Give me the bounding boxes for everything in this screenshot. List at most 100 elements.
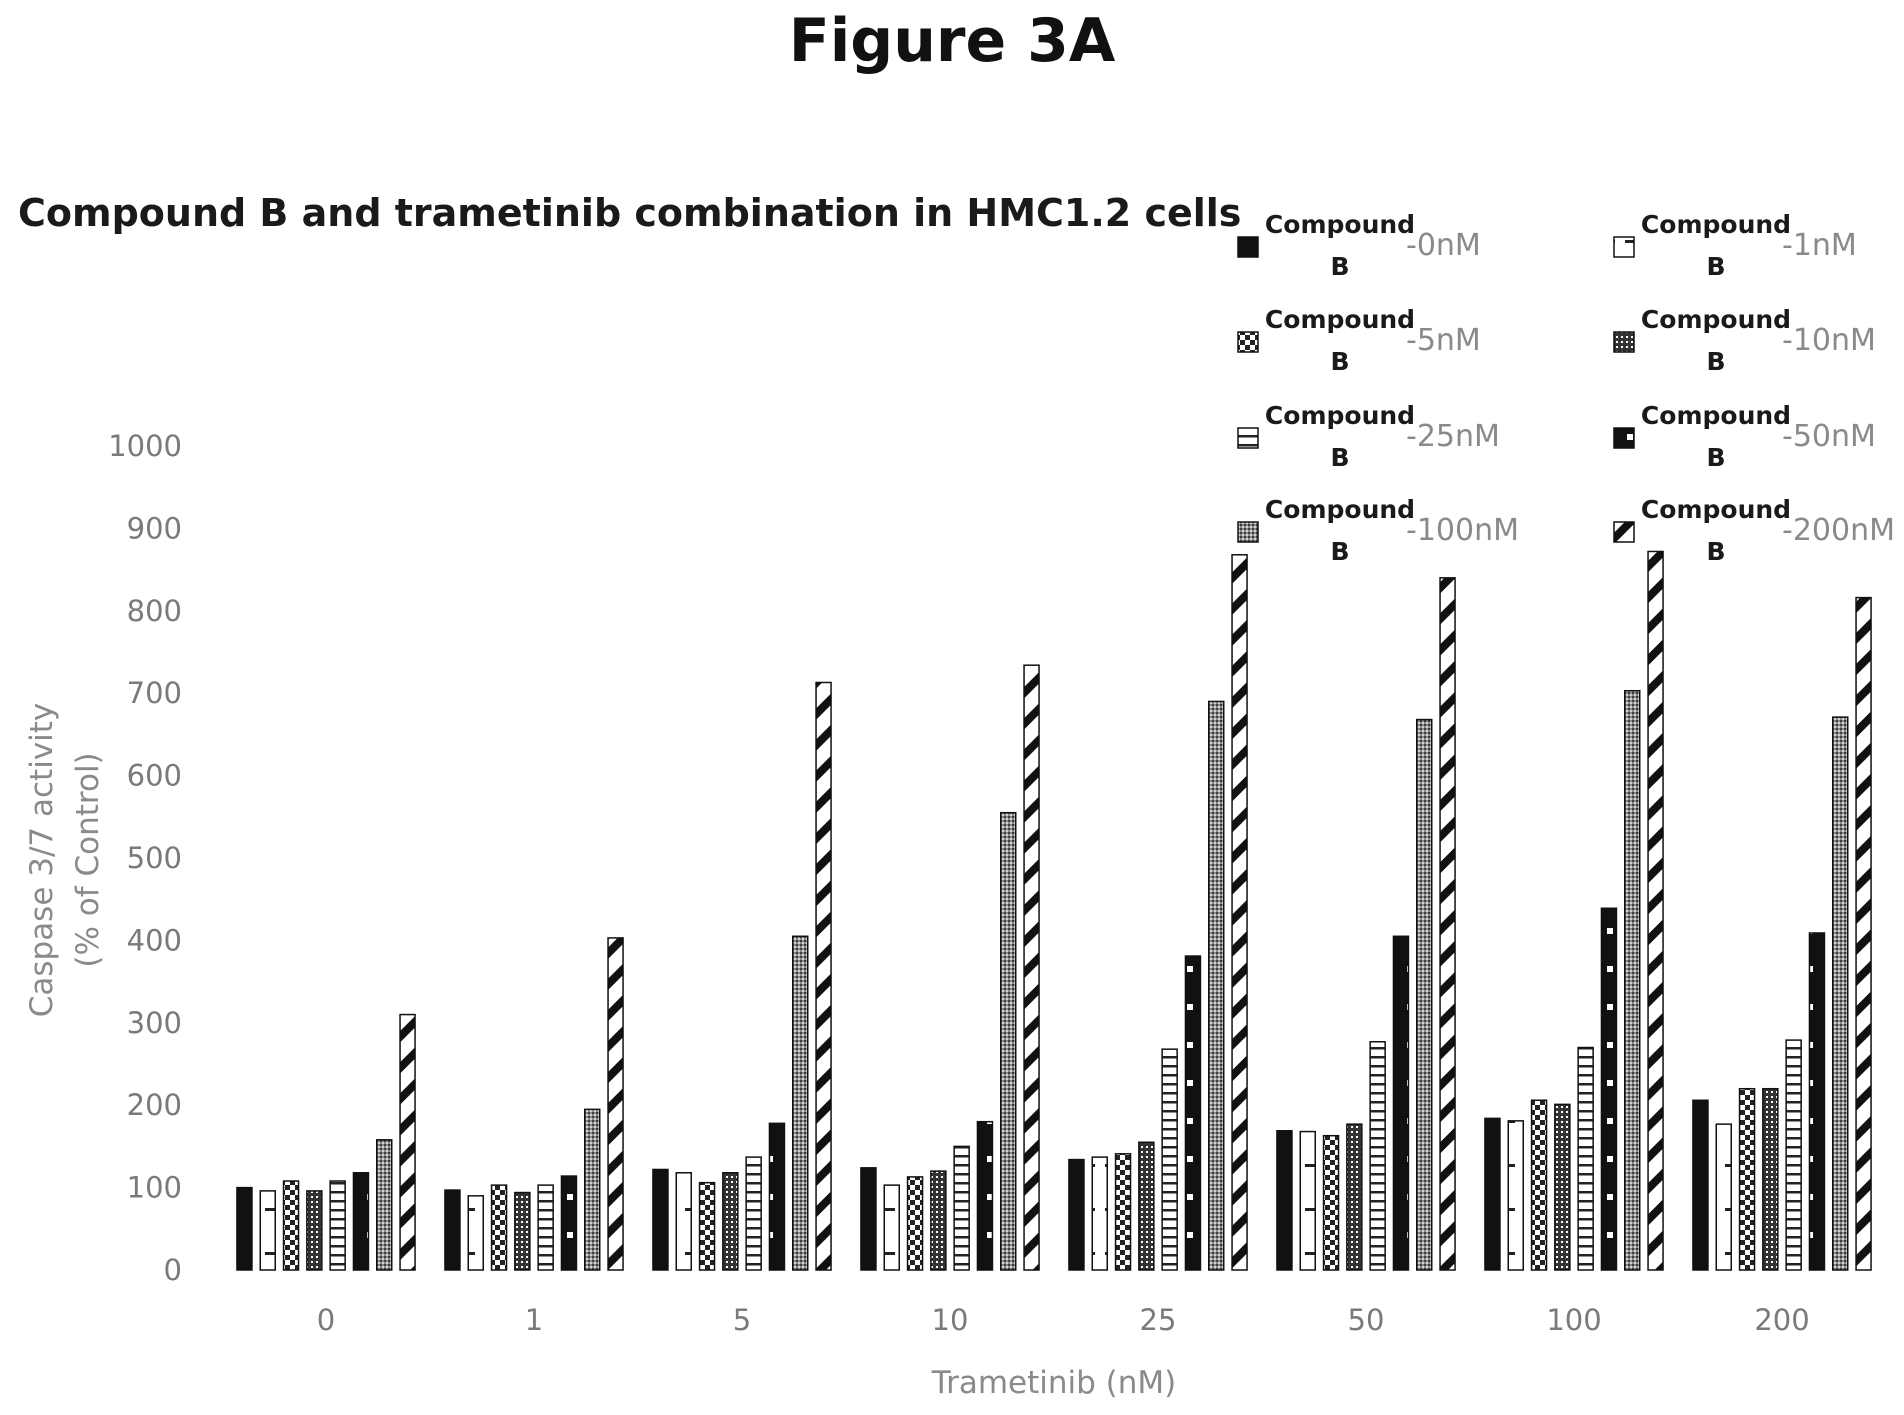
- chart-title: Compound B and trametinib combination in…: [18, 191, 1241, 235]
- x-tick-label: 5: [733, 1303, 751, 1337]
- bar: [675, 1172, 692, 1271]
- bar: [1762, 1087, 1779, 1271]
- y-axis-label-line2: (% of Control): [70, 752, 106, 967]
- bar: [1554, 1103, 1571, 1271]
- bar: [560, 1175, 578, 1271]
- bar: [444, 1189, 461, 1271]
- x-tick-label: 1: [525, 1303, 543, 1337]
- bar: [1023, 664, 1040, 1271]
- legend-name: Compound: [1641, 305, 1791, 334]
- bar: [1138, 1141, 1155, 1271]
- bar: [306, 1190, 323, 1271]
- x-tick-label: 50: [1348, 1303, 1385, 1337]
- legend-name-line2: B: [1706, 443, 1725, 472]
- y-axis-ticks: 0 100 200 300 400 500 600 700 800 900 1000: [108, 429, 182, 1287]
- x-tick-label: 100: [1546, 1303, 1601, 1337]
- x-tick-label: 10: [932, 1303, 969, 1337]
- bar: [376, 1139, 393, 1271]
- bar: [652, 1168, 669, 1271]
- bar: [698, 1181, 716, 1271]
- bar: [1416, 718, 1433, 1271]
- legend-dose: -200nM: [1782, 513, 1895, 548]
- bar: [1808, 932, 1826, 1271]
- y-tick-label: 0: [164, 1253, 182, 1287]
- bar: [584, 1108, 601, 1271]
- legend-name-line2: B: [1330, 443, 1349, 472]
- y-tick-label: 1000: [108, 429, 182, 463]
- bar: [860, 1167, 877, 1271]
- bar: [792, 935, 809, 1271]
- x-axis-ticks: 0 1 5 10 25 50 100 200: [317, 1303, 1810, 1337]
- bar: [399, 1013, 416, 1271]
- bar: [1346, 1123, 1363, 1271]
- x-tick-label: 25: [1140, 1303, 1177, 1337]
- bar: [467, 1195, 484, 1271]
- bar: [1392, 935, 1410, 1271]
- legend-swatch: [1613, 521, 1635, 543]
- bar: [930, 1170, 947, 1271]
- bars: [236, 550, 1872, 1271]
- bar: [1208, 700, 1225, 1271]
- bar: [1000, 811, 1017, 1271]
- bar: [1299, 1130, 1316, 1271]
- bar: [1785, 1039, 1802, 1271]
- legend-dose: -5nM: [1406, 323, 1481, 358]
- legend-dose: -25nM: [1406, 419, 1500, 454]
- bar: [1114, 1153, 1132, 1271]
- bar: [1647, 550, 1664, 1271]
- bar: [1600, 907, 1618, 1271]
- bar: [1624, 689, 1641, 1271]
- bar: [815, 681, 832, 1271]
- legend-dose: -10nM: [1782, 323, 1876, 358]
- bar: [1068, 1158, 1085, 1271]
- bar: [1530, 1099, 1548, 1271]
- bar: [1369, 1041, 1386, 1271]
- legend-name: Compound: [1641, 495, 1791, 524]
- legend-name-line2: B: [1706, 252, 1725, 281]
- legend-dose: -50nM: [1782, 419, 1876, 454]
- bar: [1855, 596, 1872, 1271]
- legend-name-line2: B: [1706, 537, 1725, 566]
- legend-name-line2: B: [1330, 252, 1349, 281]
- bar: [953, 1145, 970, 1271]
- bar: [329, 1180, 346, 1271]
- y-tick-label: 500: [127, 841, 182, 875]
- bar: [352, 1172, 370, 1271]
- legend-dose: -1nM: [1782, 228, 1857, 263]
- bar: [490, 1184, 508, 1271]
- y-tick-label: 700: [127, 676, 182, 710]
- legend-dose: -0nM: [1406, 228, 1481, 263]
- legend-swatch: [1237, 331, 1259, 353]
- y-tick-label: 800: [127, 594, 182, 628]
- bar: [259, 1190, 276, 1271]
- bar: [1091, 1156, 1108, 1271]
- y-tick-label: 100: [127, 1171, 182, 1205]
- bar: [607, 937, 624, 1271]
- bar: [1832, 716, 1849, 1271]
- legend-swatch: [1237, 427, 1259, 449]
- x-axis-label: Trametinib (nM): [931, 1365, 1177, 1401]
- y-tick-label: 300: [127, 1006, 182, 1040]
- bar: [1577, 1046, 1594, 1271]
- y-tick-label: 400: [127, 923, 182, 957]
- figure-label: Figure 3A: [788, 6, 1116, 76]
- bar: [537, 1184, 554, 1271]
- bar: [1439, 577, 1456, 1271]
- y-tick-label: 900: [127, 511, 182, 545]
- bar: [1738, 1087, 1756, 1271]
- legend-swatch: [1613, 331, 1635, 353]
- x-tick-label: 0: [317, 1303, 335, 1337]
- legend-name: Compound: [1265, 495, 1415, 524]
- legend-swatch: [1613, 427, 1635, 449]
- bar: [282, 1180, 300, 1271]
- legend-name: Compound: [1641, 401, 1791, 430]
- bar: [906, 1176, 924, 1271]
- bar: [236, 1186, 253, 1271]
- bar: [1692, 1099, 1709, 1271]
- legend-name: Compound: [1641, 210, 1791, 239]
- x-tick-label: 200: [1754, 1303, 1809, 1337]
- y-tick-label: 200: [127, 1088, 182, 1122]
- legend-name-line2: B: [1706, 347, 1725, 376]
- legend-swatch: [1613, 236, 1635, 258]
